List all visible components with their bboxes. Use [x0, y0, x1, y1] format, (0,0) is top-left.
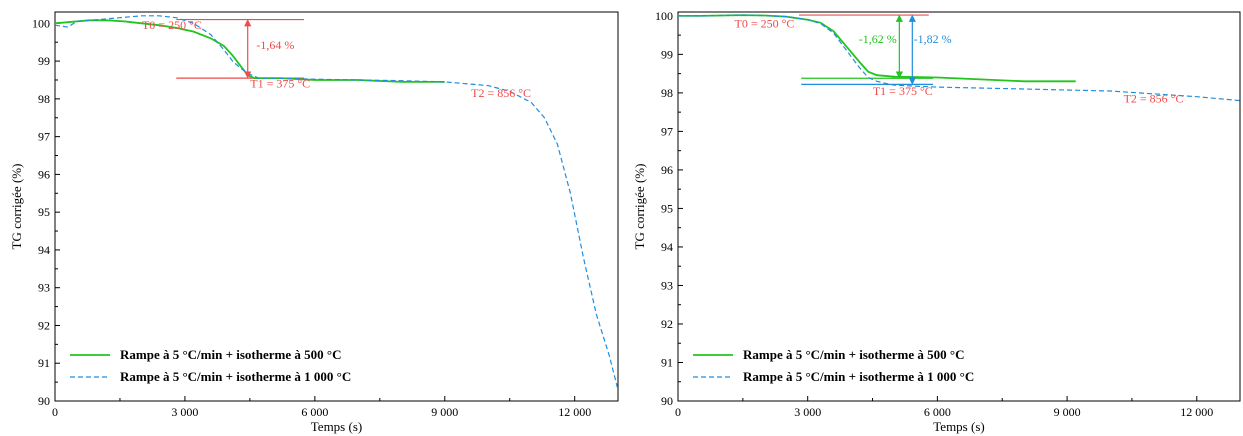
y-tick-label: 96: [661, 163, 673, 177]
x-tick-label: 12 000: [558, 405, 591, 419]
y-tick-label: 94: [38, 243, 50, 257]
series-line-blue: [54, 15, 619, 390]
annotation-label: T0 = 250 °C: [735, 16, 795, 30]
plot-frame: [677, 11, 1241, 402]
y-tick-label: 92: [38, 318, 50, 332]
y-tick-label: 99: [661, 47, 673, 61]
y-tick-label: 91: [661, 355, 673, 369]
y-tick-label: 99: [38, 54, 50, 68]
x-axis-title: Temps (s): [933, 419, 984, 434]
legend-label: Rampe à 5 °C/min + isotherme à 500 °C: [120, 347, 341, 362]
x-tick-label: 12 000: [1180, 405, 1213, 419]
y-tick-label: 93: [661, 278, 673, 292]
y-tick-label: 90: [38, 394, 50, 408]
y-tick-label: 92: [661, 317, 673, 331]
annotation-label: T2 = 856 °C: [471, 86, 531, 100]
y-tick-label: 94: [661, 240, 673, 254]
legend-label: Rampe à 5 °C/min + isotherme à 1 000 °C: [120, 369, 351, 384]
annotation-label: T0 = 250 °C: [142, 18, 202, 32]
y-tick-label: 98: [38, 92, 50, 106]
y-tick-label: 98: [661, 86, 673, 100]
series-line-green: [54, 19, 445, 83]
annotation-label: -1,62 %: [859, 32, 897, 46]
y-tick-label: 90: [661, 394, 673, 408]
annotation-label: -1,64 %: [256, 38, 294, 52]
x-tick-label: 0: [675, 405, 681, 419]
annotation-label: T1 = 375 °C: [250, 77, 310, 91]
y-tick-label: 95: [38, 205, 50, 219]
x-tick-label: 9 000: [1054, 405, 1081, 419]
x-tick-label: 6 000: [924, 405, 951, 419]
x-axis-title: Temps (s): [311, 419, 362, 434]
y-tick-label: 91: [38, 356, 50, 370]
legend-label: Rampe à 5 °C/min + isotherme à 1 000 °C: [743, 369, 974, 384]
y-tick-label: 97: [661, 124, 673, 138]
annotation-label: -1,82 %: [914, 32, 952, 46]
x-tick-label: 3 000: [171, 405, 198, 419]
chart-left: 0 3 000 6 000 9 000 12 000 90 91 92 93 94 95 96 97 98…: [9, 11, 619, 434]
y-tick-label: 95: [661, 201, 673, 215]
y-tick-label: 97: [38, 130, 50, 144]
y-tick-label: 100: [32, 16, 50, 30]
y-tick-label: 100: [655, 9, 673, 23]
y-axis-title: TG corrigée (%): [632, 164, 647, 250]
x-tick-label: 0: [52, 405, 58, 419]
annotation-label: T1 = 375 °C: [873, 84, 933, 98]
plot-frame: [54, 11, 619, 402]
x-tick-label: 9 000: [431, 405, 458, 419]
series-line-green: [678, 14, 1076, 83]
chart-right: 0 3 000 6 000 9 000 12 000 90 91 92 93 94 95 96 97 98…: [632, 9, 1241, 434]
y-tick-label: 96: [38, 167, 50, 181]
y-tick-label: 93: [38, 281, 50, 295]
series-line-blue: [678, 14, 1241, 102]
annotation-label: T2 = 856 °C: [1124, 92, 1184, 106]
x-tick-label: 6 000: [301, 405, 328, 419]
x-tick-label: 3 000: [794, 405, 821, 419]
legend-label: Rampe à 5 °C/min + isotherme à 500 °C: [743, 347, 964, 362]
y-axis-title: TG corrigée (%): [9, 164, 24, 250]
